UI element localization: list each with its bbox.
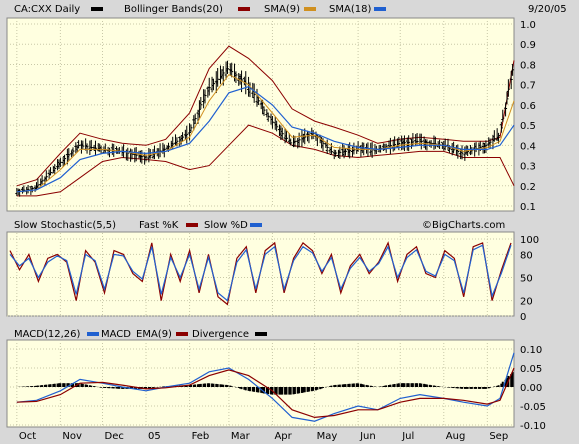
- x-axis-label: May: [317, 431, 338, 442]
- x-axis-label: Oct: [19, 431, 36, 442]
- macd-y-ticks: 0.10 0.05 0.00 -0.05 -0.10: [520, 345, 546, 432]
- divergence-legend-label: Divergence: [192, 329, 249, 340]
- x-axis-label: Apr: [274, 431, 292, 442]
- sma9-legend-swatch: [304, 7, 316, 11]
- price-tick-label: 0.8: [520, 60, 536, 71]
- fastk-legend-swatch: [186, 223, 198, 227]
- sma18-legend-label: SMA(18): [329, 4, 371, 15]
- ema-legend-swatch: [176, 332, 188, 336]
- macd-tick-label: 0.10: [520, 345, 542, 356]
- slowd-legend-label: Slow %D: [204, 220, 248, 231]
- price-tick-label: 0.9: [520, 40, 536, 51]
- x-axis-label: Jun: [359, 431, 376, 442]
- price-tick-label: 1.0: [520, 20, 536, 31]
- macd-lines: [16, 352, 515, 422]
- ema9-line: [16, 367, 515, 419]
- slowd-line: [9, 244, 512, 302]
- stochastic-tick-label: 0: [520, 312, 526, 323]
- x-axis-label: Feb: [192, 431, 210, 442]
- sma9-legend-label: SMA(9): [264, 4, 300, 15]
- x-axis-label: Mar: [231, 431, 251, 442]
- fastk-legend-label: Fast %K: [139, 220, 179, 231]
- macd-title: MACD(12,26): [14, 329, 81, 340]
- price-tick-label: 0.3: [520, 162, 536, 173]
- price-title: CA:CXX Daily: [14, 4, 80, 15]
- stochastic-y-ticks: 100 80 50 20 0: [520, 235, 539, 323]
- divergence-legend-swatch: [255, 332, 267, 336]
- bollinger-bands: [16, 45, 515, 197]
- macd-tick-label: 0.05: [520, 364, 542, 375]
- stochastic-tick-label: 100: [520, 235, 539, 246]
- stochastic-tick-label: 50: [520, 274, 533, 285]
- macd-tick-label: -0.05: [520, 402, 546, 413]
- sma18-legend-swatch: [374, 7, 386, 11]
- price-tick-label: 0.5: [520, 121, 536, 132]
- x-axis-label: Jul: [401, 431, 414, 442]
- bb-upper-line: [16, 45, 515, 187]
- x-axis-label: 05: [148, 431, 161, 442]
- stochastic-grid: [7, 233, 514, 317]
- price-panel: [6, 17, 515, 212]
- x-axis-label: Sep: [489, 431, 508, 442]
- macd-tick-label: 0.00: [520, 383, 542, 394]
- price-tick-label: 0.7: [520, 81, 536, 92]
- stochastic-tick-label: 80: [520, 250, 533, 261]
- x-axis-label: Aug: [446, 431, 466, 442]
- slowd-legend-swatch: [250, 223, 262, 227]
- bb-lower-line: [16, 124, 515, 197]
- macd-tick-label: -0.10: [520, 421, 546, 432]
- price-y-ticks: 1.0 0.9 0.8 0.7 0.6 0.5 0.4 0.3 0.2 0.1: [520, 20, 536, 213]
- bb-legend-label: Bollinger Bands(20): [124, 4, 223, 15]
- price-tick-label: 0.2: [520, 182, 536, 193]
- bb-legend-swatch: [238, 7, 250, 11]
- x-axis-label: Dec: [105, 431, 124, 442]
- price-legend-swatch: [91, 7, 103, 11]
- macd-legend-label: MACD: [101, 329, 131, 340]
- stochastic-lines: [9, 241, 512, 306]
- price-tick-label: 0.4: [520, 141, 536, 152]
- sma-lines: [16, 73, 515, 193]
- watermark: ©BigCharts.com: [422, 220, 505, 231]
- price-tick-label: 0.6: [520, 101, 536, 112]
- price-tick-label: 0.1: [520, 202, 536, 213]
- macd-legend-swatch: [87, 332, 99, 336]
- ema-legend-label: EMA(9): [136, 329, 172, 340]
- stochastic-tick-label: 20: [520, 297, 533, 308]
- sma18-line: [16, 86, 515, 193]
- x-axis-labels: Oct Nov Dec 05 Feb Mar Apr May Jun Jul Aug Sep: [19, 431, 508, 442]
- chart-date: 9/20/05: [528, 4, 567, 15]
- stochastic-title: Slow Stochastic(5,5): [14, 220, 116, 231]
- x-axis-label: Nov: [62, 431, 82, 442]
